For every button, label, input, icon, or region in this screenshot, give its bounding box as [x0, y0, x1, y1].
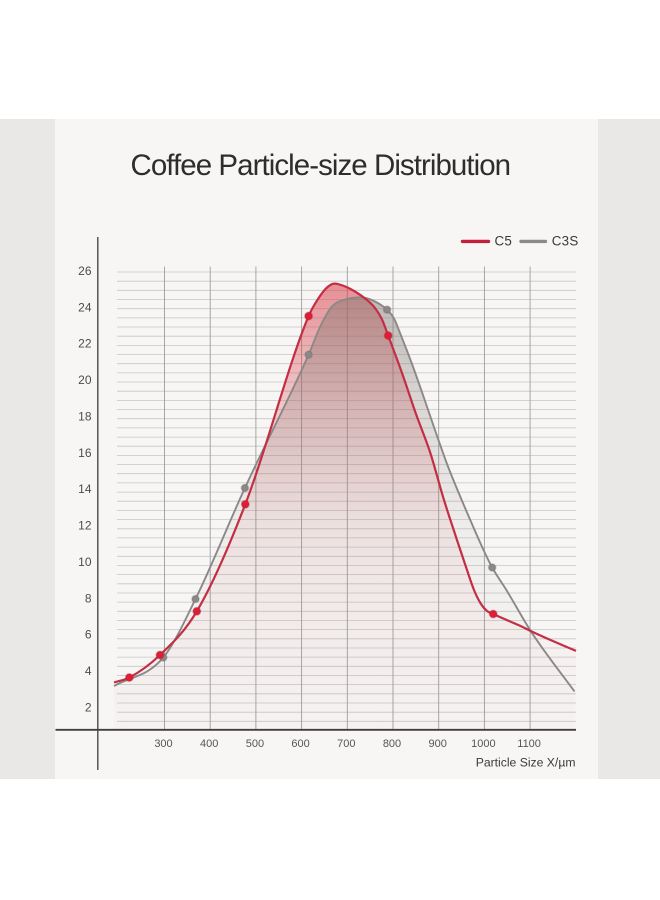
svg-text:400: 400 — [200, 738, 218, 750]
svg-text:12: 12 — [78, 519, 92, 533]
svg-text:C3S: C3S — [552, 234, 579, 249]
svg-text:14: 14 — [78, 482, 92, 496]
svg-text:16: 16 — [78, 446, 92, 460]
svg-text:1000: 1000 — [471, 738, 495, 750]
svg-text:26: 26 — [78, 264, 92, 278]
svg-text:300: 300 — [154, 738, 172, 750]
svg-text:18: 18 — [78, 410, 92, 424]
svg-text:600: 600 — [291, 738, 309, 750]
svg-text:800: 800 — [383, 738, 401, 750]
svg-text:2: 2 — [85, 700, 92, 714]
svg-text:22: 22 — [78, 337, 92, 351]
svg-text:700: 700 — [337, 738, 355, 750]
svg-text:Coffee Particle-size Distribut: Coffee Particle-size Distribution — [131, 149, 511, 182]
svg-text:1100: 1100 — [517, 738, 541, 750]
svg-text:Particle Size X/µm: Particle Size X/µm — [476, 756, 576, 770]
svg-text:20: 20 — [78, 373, 92, 387]
svg-text:6: 6 — [85, 628, 92, 642]
svg-text:900: 900 — [429, 738, 447, 750]
svg-text:C5: C5 — [495, 234, 513, 249]
svg-text:500: 500 — [246, 738, 264, 750]
svg-text:10: 10 — [78, 555, 92, 569]
svg-text:8: 8 — [85, 591, 92, 605]
svg-text:24: 24 — [78, 300, 92, 314]
svg-text:4: 4 — [85, 664, 92, 678]
